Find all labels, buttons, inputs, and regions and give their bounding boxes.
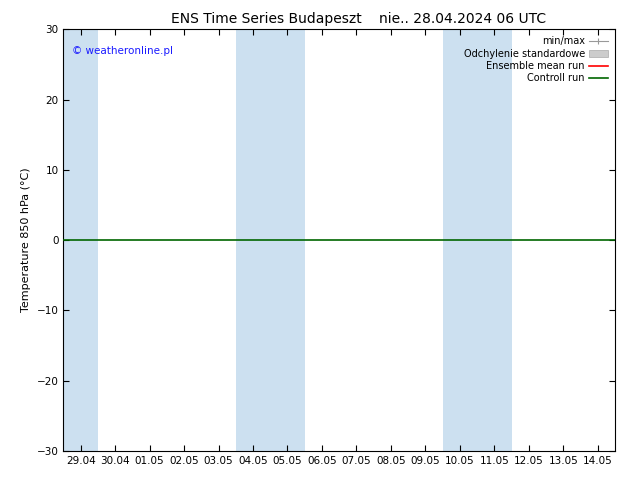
Bar (236, 29, 305, 451)
Text: © weatheronline.pl: © weatheronline.pl (72, 46, 172, 56)
Bar (443, 29, 512, 451)
Y-axis label: Temperature 850 hPa (°C): Temperature 850 hPa (°C) (21, 168, 31, 313)
Text: ENS Time Series Budapeszt: ENS Time Series Budapeszt (171, 12, 361, 26)
Text: nie.. 28.04.2024 06 UTC: nie.. 28.04.2024 06 UTC (379, 12, 547, 26)
Legend: min/max, Odchylenie standardowe, Ensemble mean run, Controll run: min/max, Odchylenie standardowe, Ensembl… (462, 34, 610, 85)
Bar (63, 29, 98, 451)
